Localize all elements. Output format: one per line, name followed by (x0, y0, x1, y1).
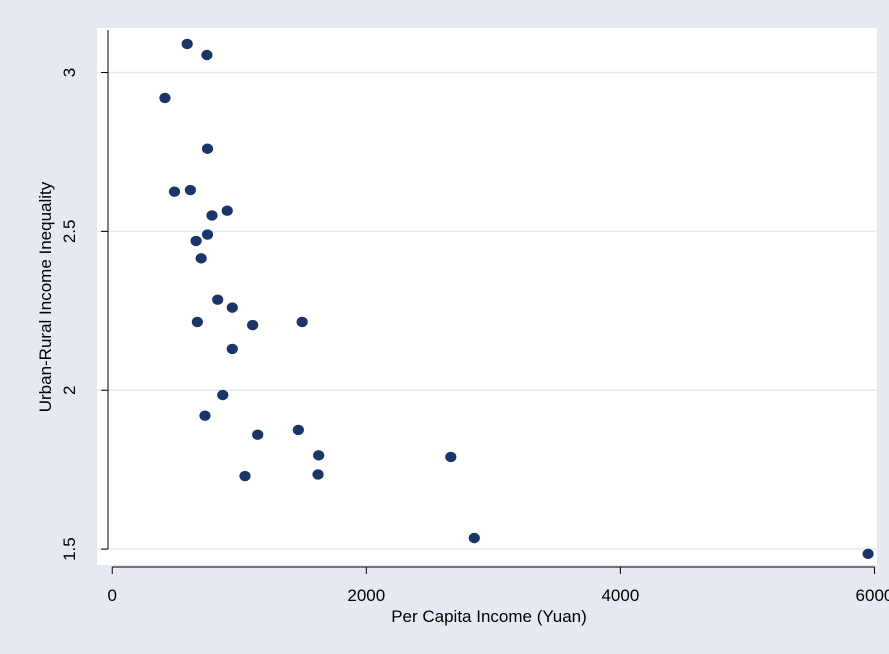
axes (107, 30, 875, 568)
data-point (226, 302, 238, 313)
x-tick-label: 0 (108, 586, 117, 605)
data-point (159, 92, 171, 104)
data-points (159, 38, 874, 560)
data-point (201, 229, 214, 240)
data-point (252, 429, 264, 440)
tick-labels: 1.5 2 2.5 3 0 2000 4000 6000 (60, 68, 889, 605)
y-axis-label: Urban-Rural Income Inequality (36, 181, 55, 412)
data-point (199, 410, 211, 421)
data-point (184, 184, 196, 196)
data-point (168, 186, 181, 197)
data-point (292, 424, 304, 436)
y-tick-label: 2.5 (60, 220, 79, 244)
data-point (217, 389, 229, 401)
y-tick-label: 3 (60, 68, 79, 77)
data-point (212, 294, 224, 305)
plot-area (97, 28, 877, 565)
x-tick-label: 2000 (347, 586, 385, 605)
x-axis-label: Per Capita Income (Yuan) (391, 607, 587, 626)
x-tick-label: 6000 (856, 586, 889, 605)
data-point (195, 253, 207, 264)
data-point (181, 38, 193, 50)
x-tick-label: 4000 (601, 586, 639, 605)
data-point (226, 343, 238, 355)
data-point (190, 235, 202, 247)
data-point (201, 49, 213, 61)
data-point (191, 316, 203, 328)
data-point (247, 319, 259, 331)
gridlines (97, 71, 877, 550)
y-tick-label: 1.5 (60, 537, 79, 561)
data-point (312, 469, 324, 480)
data-point (468, 532, 480, 544)
data-point (221, 205, 233, 216)
data-point (313, 450, 325, 461)
data-point (239, 470, 251, 482)
data-point (201, 143, 214, 154)
data-point (206, 210, 218, 221)
data-point (862, 548, 874, 560)
data-point (445, 451, 457, 463)
data-point (296, 316, 308, 328)
y-tick-label: 2 (60, 386, 79, 395)
